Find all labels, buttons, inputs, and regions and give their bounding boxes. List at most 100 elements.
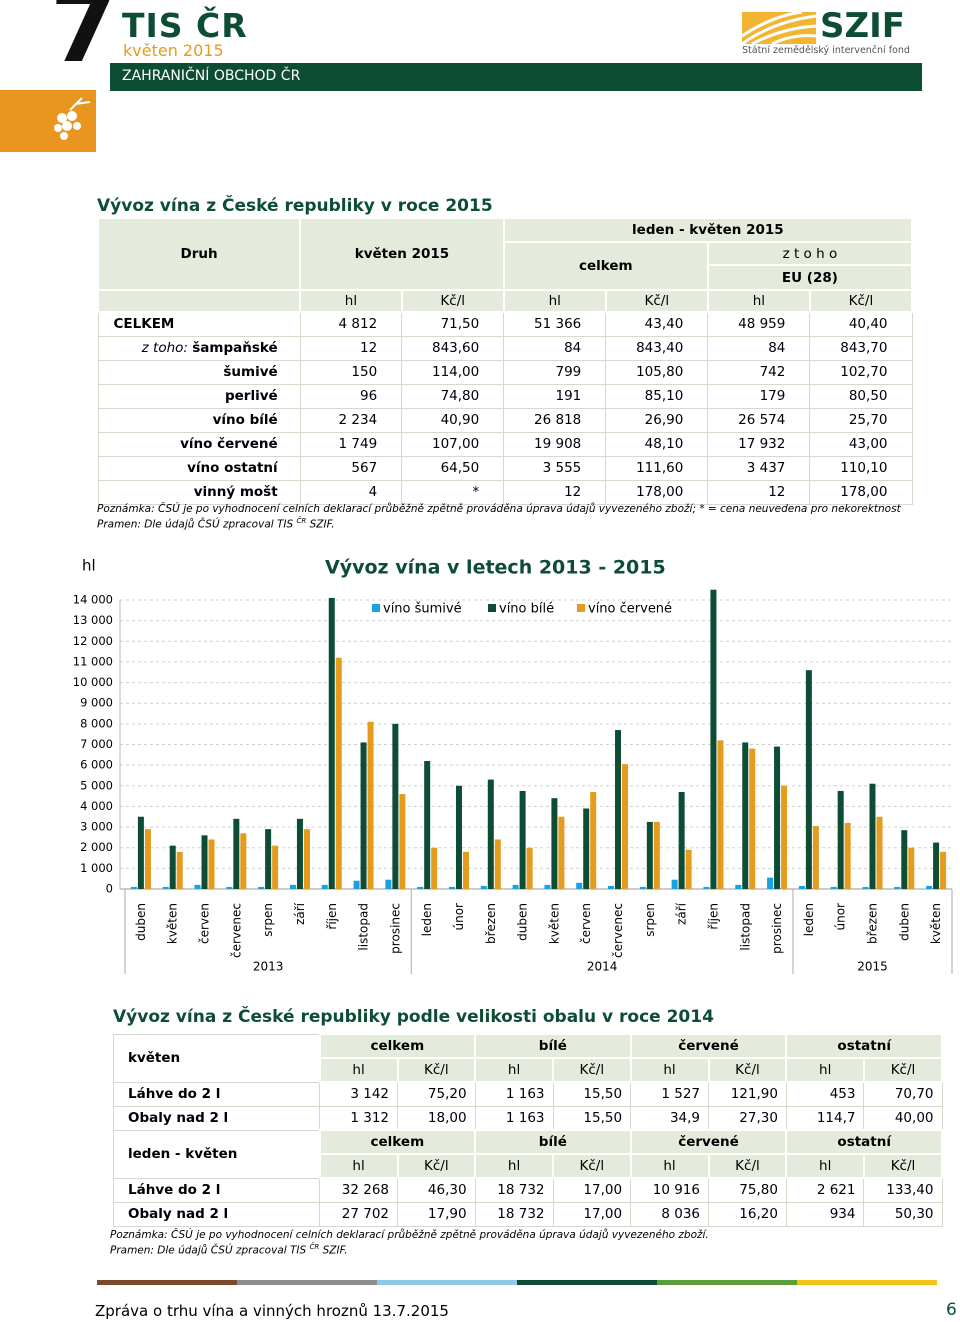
cell: 10 916 bbox=[630, 1177, 709, 1203]
package-table: květen celkem bílé červené ostatní hl Kč/l hl Kč… bbox=[112, 1033, 944, 1227]
header-cell: z t o h o bbox=[706, 241, 914, 266]
x-tick-label: říjen bbox=[325, 903, 339, 930]
x-tick-label: červen bbox=[198, 903, 212, 944]
unit-cell: Kč/l bbox=[808, 289, 914, 313]
bar bbox=[608, 885, 615, 889]
y-tick-label: 0 bbox=[106, 882, 113, 896]
bar bbox=[480, 885, 487, 889]
bar bbox=[646, 821, 653, 889]
bar bbox=[869, 783, 876, 889]
bar bbox=[487, 779, 494, 889]
cell: 84 bbox=[503, 335, 607, 361]
data-row: vinný mošt 4 * 12 178,00 12 178,00 bbox=[97, 479, 913, 505]
bar bbox=[194, 884, 201, 889]
bar bbox=[576, 882, 583, 889]
cell: 32 268 bbox=[319, 1177, 399, 1203]
cell: 48,10 bbox=[605, 431, 709, 457]
source: Pramen: Dle údajů ČSÚ zpracoval TIS ČR S… bbox=[97, 515, 335, 531]
bar bbox=[169, 845, 176, 889]
cell: 26,90 bbox=[605, 407, 709, 433]
x-tick-label: duben bbox=[897, 903, 911, 941]
cell: * bbox=[401, 479, 505, 505]
cell: 843,60 bbox=[401, 335, 505, 361]
bar bbox=[448, 886, 455, 889]
cell: 16,20 bbox=[708, 1201, 787, 1227]
x-tick-label: září bbox=[675, 902, 689, 925]
data-row: šumivé 150 114,00 799 105,80 742 102,70 bbox=[97, 359, 913, 385]
cell: 40,40 bbox=[809, 311, 913, 337]
cell: 40,90 bbox=[401, 407, 505, 433]
bar bbox=[431, 847, 438, 889]
cell: 26 574 bbox=[707, 407, 811, 433]
cell: 934 bbox=[785, 1201, 865, 1227]
cell: 150 bbox=[299, 359, 403, 385]
cell: 843,40 bbox=[605, 335, 709, 361]
x-tick-label: prosinec bbox=[770, 903, 784, 954]
bar bbox=[894, 886, 901, 889]
bar bbox=[735, 884, 742, 889]
cell: 1 163 bbox=[474, 1081, 554, 1107]
section: ZAHRANIČNÍ OBCHOD ČR bbox=[122, 68, 301, 84]
cell: 12 bbox=[707, 479, 811, 505]
bar bbox=[940, 851, 947, 889]
cell: 102,70 bbox=[809, 359, 913, 385]
bar bbox=[367, 721, 374, 889]
cell: 178,00 bbox=[605, 479, 709, 505]
unit-cell: hl bbox=[785, 1057, 865, 1083]
unit-cell: hl bbox=[318, 1153, 399, 1179]
data-row: Láhve do 2 l 32 268 46,30 18 732 17,00 10 916… bbox=[112, 1177, 943, 1203]
bar bbox=[622, 764, 629, 889]
cell: 453 bbox=[785, 1081, 865, 1107]
data-row: víno bílé 2 234 40,90 26 818 26,90 26 574 25,7… bbox=[97, 407, 913, 433]
bar bbox=[678, 791, 685, 889]
bar bbox=[812, 826, 819, 889]
row-label: Obaly nad 2 l bbox=[112, 1201, 321, 1227]
header-cell: Druh bbox=[96, 217, 302, 291]
bar bbox=[494, 839, 501, 889]
x-tick-label: duben bbox=[516, 903, 530, 941]
cell: 43,40 bbox=[605, 311, 709, 337]
bar bbox=[144, 829, 151, 889]
logo: SZIF bbox=[820, 6, 906, 46]
row-name: víno bílé bbox=[212, 412, 278, 428]
x-tick-label: březen bbox=[484, 903, 498, 944]
chart: Vývoz vína v letech 2013 - 2015 hl 0 1 00… bbox=[73, 557, 953, 974]
row-name: CELKEM bbox=[113, 316, 175, 333]
export-table: Druh květen 2015 leden - květen 2015 celkem… bbox=[96, 217, 914, 505]
cell: 121,90 bbox=[708, 1081, 787, 1107]
page-number: 6 bbox=[946, 1300, 957, 1320]
bar bbox=[519, 790, 526, 889]
year-label: 2014 bbox=[587, 960, 618, 974]
cell: 64,50 bbox=[401, 455, 505, 481]
cell: 191 bbox=[503, 383, 607, 409]
row-label: vinný mošt bbox=[97, 479, 301, 505]
bar bbox=[392, 723, 399, 889]
legend-label: víno šumivé bbox=[383, 602, 462, 617]
cell: 46,30 bbox=[397, 1177, 476, 1203]
row-label: CELKEM bbox=[97, 311, 301, 337]
unit-cell: hl bbox=[474, 1153, 555, 1179]
bar bbox=[862, 886, 869, 889]
row-name: šampaňské bbox=[192, 340, 278, 356]
cell: 107,00 bbox=[401, 431, 505, 457]
unit-cell: Kč/l bbox=[400, 289, 505, 313]
cell: 114,7 bbox=[785, 1105, 865, 1131]
x-tick-label: prosinec bbox=[388, 903, 402, 954]
bar bbox=[844, 822, 851, 889]
bar bbox=[399, 794, 406, 889]
cell: 4 812 bbox=[299, 311, 403, 337]
group-header: ostatní bbox=[785, 1033, 943, 1059]
bar bbox=[703, 886, 710, 889]
bar bbox=[328, 597, 335, 889]
x-tick-label: duben bbox=[134, 903, 148, 941]
y-tick-label: 7 000 bbox=[80, 737, 113, 751]
bar bbox=[830, 886, 837, 889]
bar bbox=[208, 839, 215, 889]
row-name: víno ostatní bbox=[187, 460, 278, 476]
cell: 17,90 bbox=[397, 1201, 476, 1227]
cell: 48 959 bbox=[707, 311, 811, 337]
source-text: Pramen: Dle údajů ČSÚ zpracoval TIS bbox=[97, 518, 297, 531]
unit-row: hl Kč/l hl Kč/l hl Kč/l bbox=[96, 289, 914, 313]
bar bbox=[289, 884, 296, 889]
